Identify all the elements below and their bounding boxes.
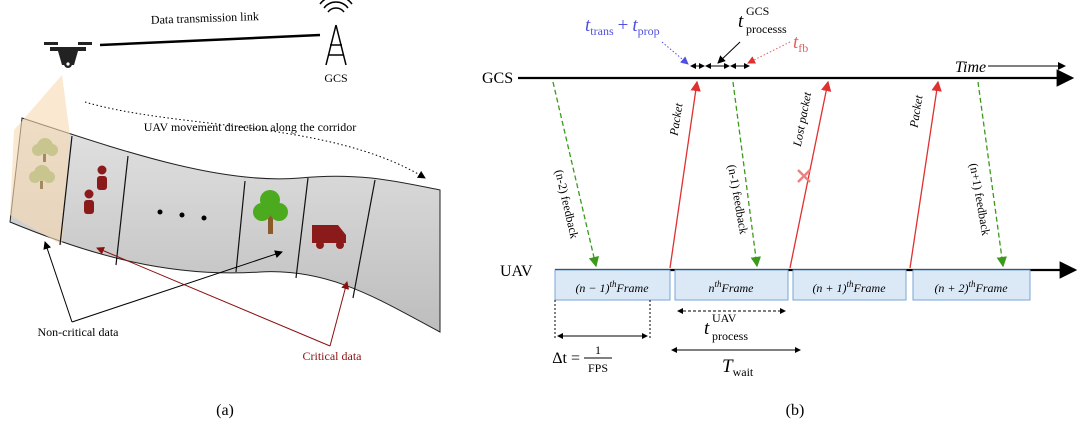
gcs-tower (320, 0, 352, 65)
t-gcs-symbol: t (738, 11, 744, 32)
feedback-label: (n-1) feedback (725, 163, 751, 235)
text-part: + (618, 15, 629, 36)
text-part: fb (798, 41, 808, 55)
drone (44, 42, 92, 68)
direction-label: UAV movement direction along the corrido… (144, 120, 357, 134)
panel-a: Data transmission link GCS UAV movement … (10, 0, 440, 419)
transmission-link (100, 35, 320, 45)
gcs-axis-label: GCS (482, 70, 513, 87)
feedback-label: (n+1) feedback (967, 162, 993, 236)
delta-t-denominator: FPS (588, 361, 608, 375)
text-part: Frame (616, 281, 650, 295)
gcs-label: GCS (324, 71, 347, 85)
t-uav-symbol: t (704, 318, 710, 339)
delta-t-numerator: 1 (595, 343, 601, 357)
non-critical-label: Non-critical data (38, 325, 120, 339)
trans-pointer (662, 42, 688, 64)
uav-axis-label: UAV (500, 263, 533, 280)
t-wait: Twait (722, 356, 754, 379)
corridor (10, 118, 440, 332)
fb-pointer (748, 42, 790, 63)
packet-label: Packet (906, 94, 925, 130)
t-gcs-sup: GCS (746, 4, 769, 18)
t-fb: tfb (793, 32, 808, 55)
delta-t-guides (555, 300, 650, 340)
text-part: trans (590, 24, 614, 38)
text-part: (n − 1) (575, 281, 609, 295)
text-part: Frame (853, 281, 887, 295)
packet-label: Lost packet (790, 90, 815, 148)
camera-cone (10, 75, 70, 245)
caption: (a) (216, 402, 234, 419)
text-part: Frame (975, 281, 1009, 295)
link-label: Data transmission link (151, 9, 259, 27)
caption: (b) (786, 402, 805, 419)
critical-label: Critical data (303, 349, 363, 363)
packet-label: Packet (666, 102, 685, 138)
time-label: Time (955, 59, 986, 76)
panel-b: GCS UAV Time (n − 1)thFrame nthFrame (n … (482, 4, 1075, 419)
text-part: prop (638, 24, 660, 38)
gcs-process-pointer (718, 42, 740, 63)
critical-arrow (330, 282, 347, 346)
t-trans-prop: ttrans+tprop (585, 15, 660, 38)
feedback-label: (n-2) feedback (552, 168, 581, 240)
feedback-arrows (553, 82, 1003, 266)
text-part: Frame (721, 281, 755, 295)
text-part: (n + 1) (812, 281, 846, 295)
t-gcs-sub: processs (746, 22, 787, 36)
t-uav-sup: UAV (712, 311, 737, 325)
t-uav-sub: process (712, 329, 748, 343)
delta-t-lhs: Δt = (552, 350, 580, 367)
non-critical-arrow (45, 242, 72, 322)
figure: Data transmission link GCS UAV movement … (0, 0, 1081, 428)
text-part: (n + 2) (934, 281, 968, 295)
text-part: wait (733, 365, 754, 379)
